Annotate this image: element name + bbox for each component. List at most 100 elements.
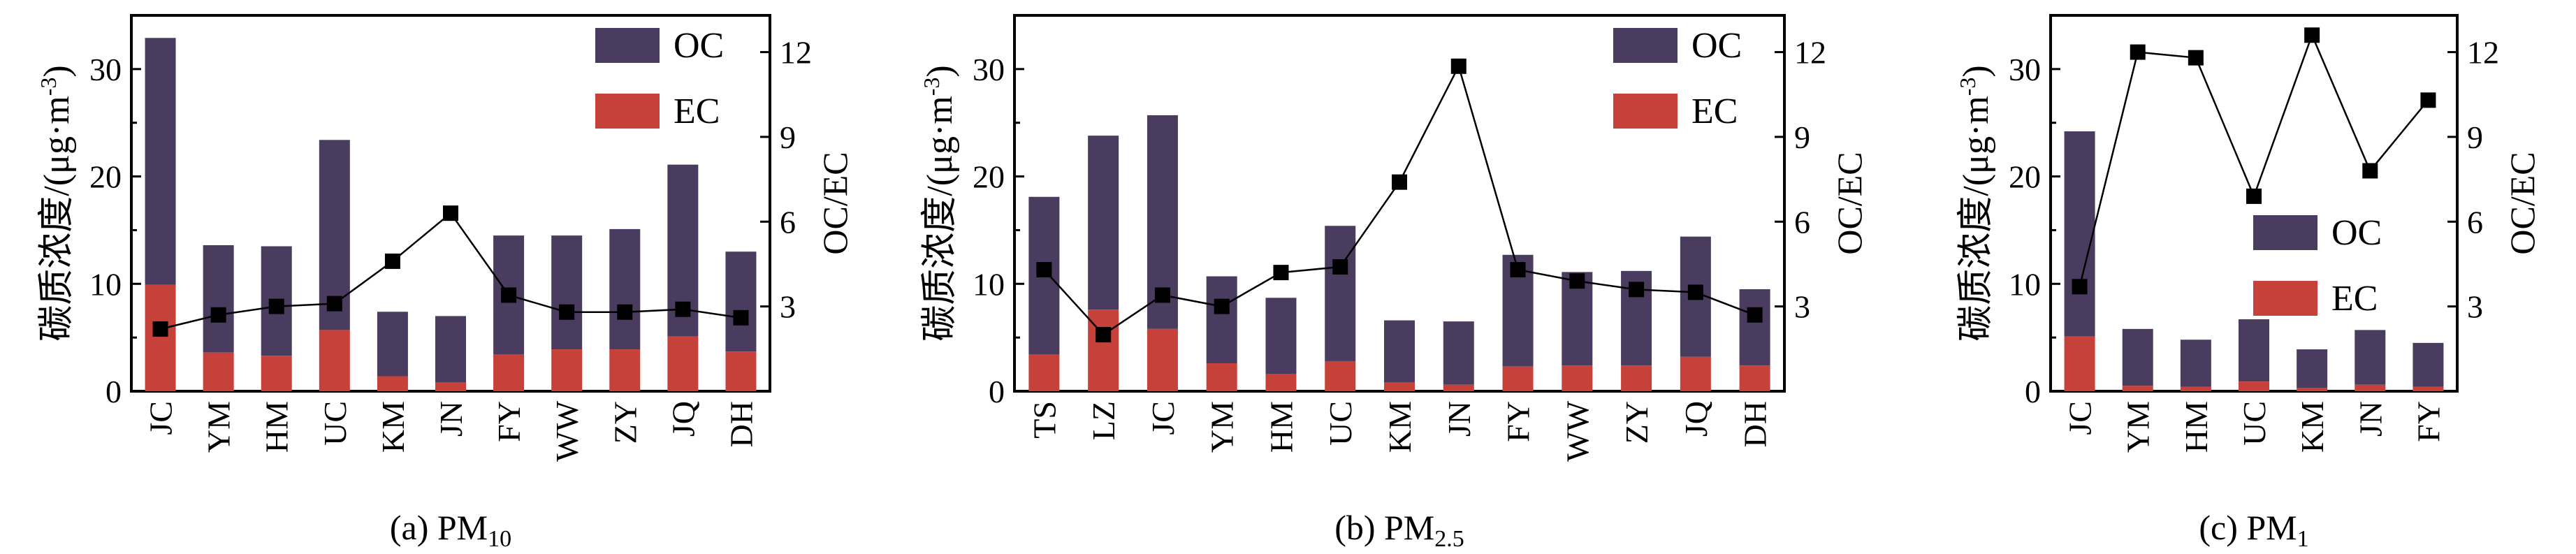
- bar-ec-JN: [2355, 384, 2386, 391]
- y-axis-label-left-sup: -3: [36, 78, 61, 96]
- ratio-point-JN: [1450, 58, 1467, 74]
- bar-oc-WW: [551, 235, 583, 350]
- x-tick-label: JN: [2352, 401, 2388, 437]
- legend-swatch-ec: [1613, 94, 1678, 129]
- bar-oc-KM: [2297, 349, 2328, 388]
- y-axis-label-left-tail: ): [1956, 65, 1996, 77]
- x-tick-label: YM: [201, 401, 237, 453]
- y-axis-label-left-base: 碳质浓度/(μg·m: [920, 96, 960, 341]
- ratio-point-WW: [559, 304, 575, 320]
- tick-label-right: 12: [780, 35, 812, 71]
- x-tick-label: WW: [1559, 400, 1595, 461]
- panel-caption: (c) PM1: [2199, 508, 2308, 552]
- bar-oc-KM: [377, 312, 408, 377]
- bar-ec-HM: [1265, 374, 1297, 391]
- bar-oc-UC: [1325, 226, 1356, 361]
- y-axis-label-right: OC/EC: [2503, 152, 2542, 254]
- bar-ec-FY: [493, 354, 525, 391]
- x-tick-label: KM: [375, 401, 411, 453]
- tick-label-left: 0: [105, 374, 122, 409]
- ratio-point-KM: [1392, 174, 1407, 190]
- x-tick-label: YM: [2120, 401, 2156, 453]
- ratio-point-HM: [268, 298, 284, 314]
- x-tick-label: DH: [1738, 401, 1773, 447]
- bar-ec-JC: [2064, 336, 2095, 391]
- tick-label-right: 9: [2467, 119, 2483, 155]
- bar-ec-UC: [1325, 360, 1356, 391]
- bar-oc-YM: [203, 245, 234, 353]
- legend-swatch-ec: [595, 94, 660, 129]
- tick-label-right: 3: [1794, 289, 1810, 325]
- x-tick-label: JQ: [1678, 401, 1714, 437]
- tick-label-right: 9: [1794, 119, 1810, 155]
- panel-caption: (a) PM10: [390, 508, 511, 552]
- ratio-line: [160, 212, 741, 330]
- bar-ec-DH: [725, 351, 757, 391]
- tick-label-left: 10: [89, 266, 122, 302]
- bar-ec-JC: [1147, 328, 1178, 391]
- bar-ec-KM: [2297, 388, 2328, 391]
- x-tick-label: JC: [2062, 401, 2098, 435]
- bar-oc-ZY: [609, 228, 641, 350]
- panel-2: 0 10 20 30 3 6 9 12 JC YM HM UC KM JN FY 碳质浓度/(μg·m-3) O…: [1955, 14, 2542, 552]
- x-tick-label: FY: [2410, 401, 2446, 442]
- x-tick-label: ZY: [607, 401, 643, 444]
- bar-ec-WW: [551, 349, 583, 391]
- x-tick-label: JN: [1441, 401, 1477, 437]
- tick-label-left: 10: [973, 266, 1005, 302]
- bar-ec-WW: [1562, 365, 1593, 391]
- bar-oc-JC: [2064, 131, 2095, 337]
- tick-label-left: 30: [89, 52, 122, 87]
- panel-caption-sub: 10: [488, 526, 511, 552]
- ratio-point-ZY: [617, 304, 633, 320]
- bar-ec-TS: [1028, 354, 1060, 391]
- x-tick-label: LZ: [1086, 401, 1121, 440]
- ratio-point-ZY: [1629, 282, 1645, 298]
- ratio-point-JN: [443, 205, 458, 221]
- ratio-point-YM: [2130, 44, 2146, 60]
- x-tick-label: HM: [2178, 401, 2214, 453]
- legend-label-ec: EC: [1691, 92, 1738, 131]
- bar-ec-HM: [2180, 386, 2211, 391]
- x-tick-label: HM: [259, 401, 295, 453]
- ratio-point-UC: [1332, 259, 1348, 275]
- ratio-point-DH: [1747, 307, 1763, 323]
- bar-oc-YM: [2122, 328, 2153, 386]
- bar-oc-JC: [145, 38, 176, 285]
- tick-label-left: 20: [973, 159, 1005, 195]
- ratio-point-UC: [2246, 188, 2262, 204]
- bar-ec-JN: [1443, 384, 1474, 391]
- ratio-point-WW: [1569, 273, 1585, 289]
- ratio-point-DH: [733, 309, 749, 326]
- bar-oc-YM: [1206, 276, 1237, 364]
- y-axis-label-left-sup: -3: [1955, 78, 1980, 96]
- x-tick-label: ZY: [1619, 401, 1654, 444]
- ratio-point-FY: [2420, 92, 2436, 108]
- tick-label-left: 20: [89, 159, 122, 195]
- bar-ec-DH: [1739, 365, 1770, 391]
- x-tick-label: KM: [2294, 401, 2330, 453]
- y-axis-label-left-sup: -3: [919, 78, 944, 96]
- panel-caption-main: (c) PM: [2199, 508, 2297, 547]
- legend-label-ec: EC: [674, 92, 720, 131]
- y-axis-label-left-base: 碳质浓度/(μg·m: [37, 96, 77, 341]
- ratio-point-KM: [384, 253, 400, 269]
- legend-swatch-oc: [2253, 215, 2317, 250]
- bar-ec-UC: [319, 330, 350, 391]
- bar-ec-FY: [2413, 386, 2444, 391]
- ratio-point-TS: [1036, 262, 1052, 278]
- bar-oc-HM: [2180, 340, 2211, 387]
- tick-label-left: 30: [2009, 52, 2041, 87]
- x-tick-label: UC: [317, 401, 353, 446]
- x-tick-label: FY: [491, 401, 527, 442]
- panel-caption-main: (b) PM: [1334, 508, 1434, 547]
- x-tick-label: JN: [433, 401, 469, 437]
- legend-swatch-ec: [2253, 281, 2317, 316]
- bar-ec-JC: [145, 284, 176, 391]
- x-tick-label: UC: [2236, 401, 2272, 446]
- bar-oc-DH: [1739, 289, 1770, 366]
- tick-label-right: 3: [2467, 289, 2483, 325]
- x-tick-label: DH: [723, 401, 759, 447]
- bar-ec-YM: [203, 352, 234, 391]
